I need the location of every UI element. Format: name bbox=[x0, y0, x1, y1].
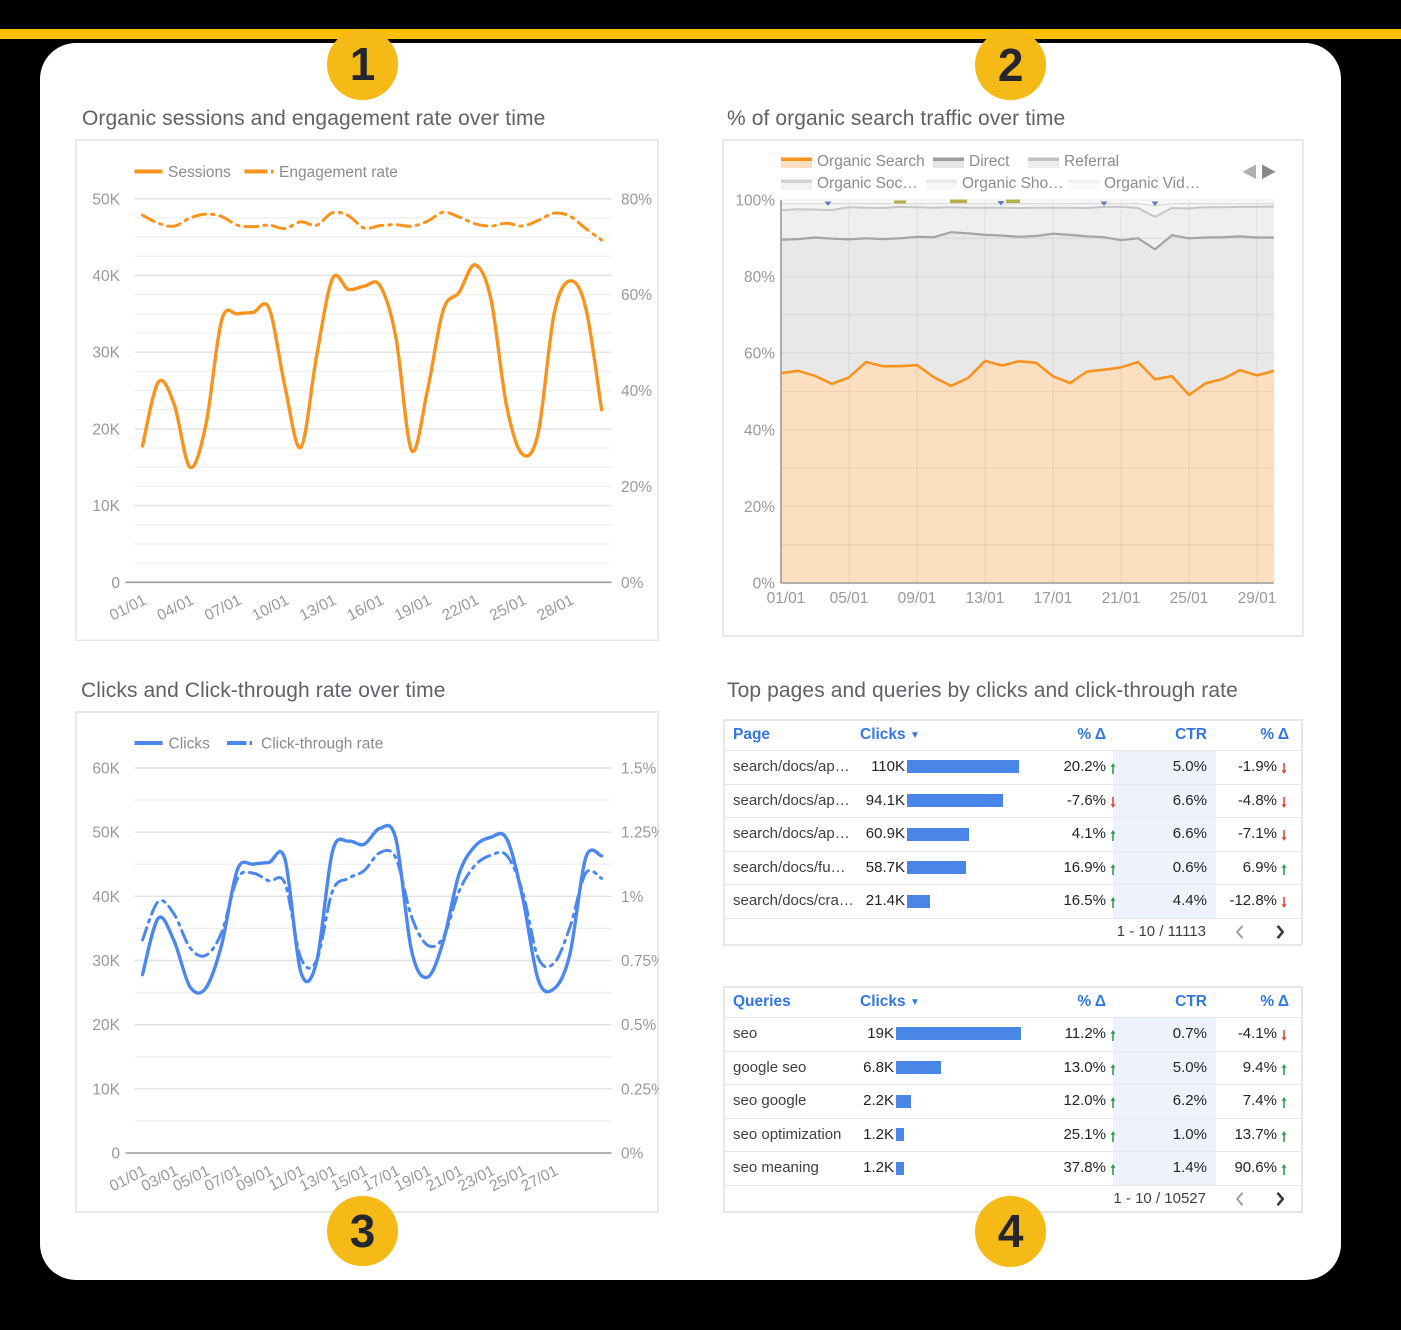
svg-text:0%: 0% bbox=[753, 576, 776, 593]
svg-text:Sessions: Sessions bbox=[168, 164, 231, 181]
svg-text:40%: 40% bbox=[621, 383, 652, 400]
svg-text:60K: 60K bbox=[92, 761, 120, 778]
svg-text:0%: 0% bbox=[621, 574, 644, 591]
svg-text:80%: 80% bbox=[744, 269, 775, 286]
svg-text:10K: 10K bbox=[92, 1081, 120, 1098]
svg-text:Referral: Referral bbox=[1064, 153, 1119, 170]
svg-text:Clicks: Clicks bbox=[168, 736, 210, 753]
svg-text:100%: 100% bbox=[735, 193, 775, 210]
svg-text:10K: 10K bbox=[92, 498, 120, 515]
svg-text:20%: 20% bbox=[744, 499, 775, 516]
svg-text:30K: 30K bbox=[92, 344, 120, 361]
svg-text:17/01: 17/01 bbox=[1034, 590, 1073, 607]
svg-text:Organic Soc…: Organic Soc… bbox=[817, 175, 918, 192]
svg-text:60%: 60% bbox=[621, 287, 652, 304]
svg-text:0: 0 bbox=[111, 574, 120, 591]
svg-text:20%: 20% bbox=[621, 478, 652, 495]
svg-text:Engagement rate: Engagement rate bbox=[279, 164, 398, 181]
svg-text:0.25%: 0.25% bbox=[621, 1081, 659, 1098]
svg-text:13/01: 13/01 bbox=[966, 590, 1005, 607]
svg-text:20K: 20K bbox=[92, 421, 120, 438]
svg-text:20K: 20K bbox=[92, 1017, 120, 1034]
svg-text:Click-through rate: Click-through rate bbox=[261, 736, 383, 753]
svg-text:0.5%: 0.5% bbox=[621, 1017, 657, 1034]
svg-text:Direct: Direct bbox=[969, 153, 1010, 170]
svg-text:40K: 40K bbox=[92, 889, 120, 906]
svg-text:50K: 50K bbox=[92, 825, 120, 842]
svg-text:60%: 60% bbox=[744, 346, 775, 363]
svg-text:25/01: 25/01 bbox=[1170, 590, 1209, 607]
svg-text:09/01: 09/01 bbox=[898, 590, 937, 607]
svg-text:80%: 80% bbox=[621, 191, 652, 208]
svg-text:0.75%: 0.75% bbox=[621, 953, 659, 970]
svg-text:40%: 40% bbox=[744, 422, 775, 439]
svg-text:29/01: 29/01 bbox=[1238, 590, 1277, 607]
svg-text:0: 0 bbox=[111, 1146, 120, 1163]
svg-text:30K: 30K bbox=[92, 953, 120, 970]
svg-text:05/01: 05/01 bbox=[830, 590, 869, 607]
svg-text:1.5%: 1.5% bbox=[621, 761, 657, 778]
svg-text:1.25%: 1.25% bbox=[621, 825, 659, 842]
svg-text:21/01: 21/01 bbox=[1102, 590, 1141, 607]
svg-text:50K: 50K bbox=[92, 191, 120, 208]
svg-text:Organic Sho…: Organic Sho… bbox=[962, 175, 1064, 192]
svg-text:Organic Vid…: Organic Vid… bbox=[1104, 175, 1200, 192]
svg-text:01/01: 01/01 bbox=[767, 590, 806, 607]
svg-text:Organic Search: Organic Search bbox=[817, 153, 925, 170]
svg-text:0%: 0% bbox=[621, 1146, 644, 1163]
svg-text:1%: 1% bbox=[621, 889, 644, 906]
svg-text:40K: 40K bbox=[92, 268, 120, 285]
